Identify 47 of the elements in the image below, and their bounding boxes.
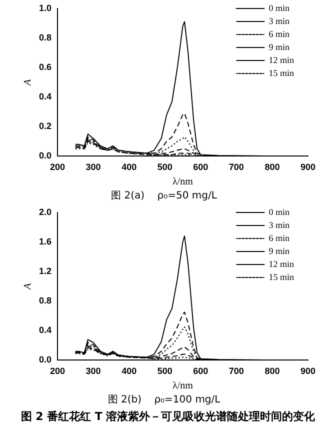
text: 图 2(b) ρ₀=100 mg/L (108, 394, 221, 406)
x-tick-label: 600 (193, 162, 208, 172)
caption: 图 2 番红花红 T 溶液紫外－可见吸收光谱随处理时间的变化 (20, 409, 316, 424)
y-tick-label: 1.6 (38, 236, 52, 246)
y-tick-label: 0.4 (38, 325, 52, 336)
x-tick-label: 800 (264, 162, 280, 172)
y-tick-label: 0.0 (38, 354, 52, 365)
y-tick-label: 0.2 (38, 121, 52, 132)
x-axis-title: λ/nm (172, 380, 194, 392)
x-axis-title: λ/nm (172, 176, 194, 188)
x-tick-label: 300 (86, 366, 101, 376)
y-tick-label: 0.8 (38, 32, 52, 42)
y-axis-title: A (22, 282, 34, 290)
x-tick-label: 400 (122, 162, 137, 172)
legend-label: 15 min (268, 272, 294, 282)
legend-label: 0 min (268, 206, 290, 217)
x-tick-label: 700 (228, 162, 244, 172)
legend-label: 15 min (268, 68, 294, 78)
y-tick-label: 2.0 (38, 206, 52, 217)
y-tick-label: 0.0 (38, 150, 52, 161)
y-axis-title: A (22, 78, 34, 86)
x-tick-label: 600 (193, 366, 208, 376)
text: 图 2(a) ρ₀=50 mg/L (111, 190, 218, 202)
legend-label: 12 min (268, 258, 294, 269)
y-tick-label: 1.2 (38, 266, 52, 276)
x-tick-label: 400 (122, 366, 137, 376)
y-tick-label: 0.6 (38, 62, 52, 72)
legend-label: 3 min (268, 16, 290, 26)
legend-label: 6 min (268, 232, 290, 243)
x-tick-label: 200 (50, 366, 66, 376)
x-tick-label: 200 (50, 162, 66, 172)
y-tick-label: 0.8 (38, 296, 52, 306)
legend-label: 9 min (268, 42, 290, 52)
y-tick-label: 1.0 (38, 2, 52, 13)
legend-label: 3 min (268, 220, 290, 230)
y-tick-label: 0.4 (38, 92, 52, 102)
x-tick-label: 300 (86, 162, 101, 172)
x-tick-label: 900 (300, 162, 316, 172)
legend-label: 12 min (268, 54, 294, 65)
legend-label: 0 min (268, 2, 290, 13)
legend-label: 9 min (268, 246, 290, 256)
x-tick-label: 500 (157, 366, 172, 376)
x-tick-label: 800 (264, 366, 280, 376)
x-tick-label: 700 (228, 366, 244, 376)
x-tick-label: 500 (157, 162, 172, 172)
legend-label: 6 min (268, 28, 290, 39)
x-tick-label: 900 (300, 366, 316, 376)
